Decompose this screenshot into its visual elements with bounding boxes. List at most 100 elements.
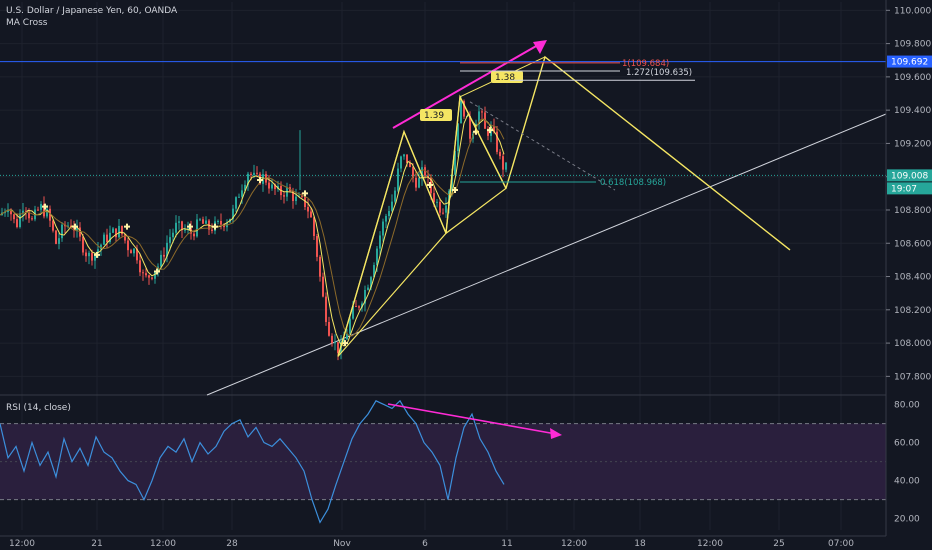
candle-body <box>220 220 222 225</box>
harmonic-pattern: 1.39 1.38 <box>337 40 791 357</box>
rsi-line <box>0 399 505 524</box>
fib-label-1: 1(109.684) <box>622 59 669 69</box>
rsi-tick-label: 60.00 <box>894 439 920 449</box>
candle-body <box>112 228 114 233</box>
pattern-zigzag <box>337 94 507 357</box>
candle-body <box>16 219 18 228</box>
candle-body <box>25 210 27 212</box>
candle-body <box>367 287 369 290</box>
candle-body <box>172 232 174 238</box>
symbol-title: U.S. Dollar / Japanese Yen, 60, OANDA <box>6 6 178 16</box>
candle-body <box>178 221 180 223</box>
candle-body <box>406 154 408 163</box>
candle-body <box>301 195 303 197</box>
ma-cross-marker <box>487 127 493 134</box>
time-tick-label: 12:00 <box>9 539 35 549</box>
candle-body <box>352 306 354 319</box>
candle-body <box>493 126 495 132</box>
support-trendline <box>206 113 887 396</box>
candle-body <box>496 131 498 152</box>
candle-body <box>109 232 111 243</box>
candle-body <box>79 227 81 237</box>
candle-body <box>55 230 57 244</box>
candle-body <box>118 225 120 238</box>
candle-body <box>415 177 417 188</box>
price-tick-label: 110.000 <box>894 6 931 16</box>
candle-body <box>427 175 429 178</box>
candle-body <box>337 342 339 354</box>
candle-body <box>478 111 480 124</box>
candle-body <box>28 211 30 219</box>
candle-body <box>94 252 96 261</box>
time-tick-label: Nov <box>333 539 351 549</box>
price-marker-box <box>887 169 932 182</box>
time-tick-label: 12:00 <box>697 539 723 549</box>
ma-cross-marker <box>212 223 218 230</box>
candle-body <box>487 128 489 136</box>
ma-cross-marker <box>452 187 458 194</box>
candle-body <box>322 276 324 297</box>
candle-body <box>217 220 219 222</box>
fib-label-1272: 1.272(109.635) <box>626 68 692 78</box>
candle-body <box>187 228 189 230</box>
candle-body <box>127 240 129 251</box>
time-tick-label: 25 <box>773 539 784 549</box>
candle-body <box>13 214 15 220</box>
candle-body <box>247 173 249 185</box>
ratio-label-bcd: 1.38 <box>495 73 515 83</box>
candle-body <box>373 265 375 278</box>
candle-body <box>394 190 396 202</box>
candle-body <box>37 209 39 211</box>
candle-body <box>244 184 246 191</box>
candle-body <box>409 162 411 168</box>
candle-body <box>412 167 414 178</box>
candle-body <box>151 277 153 279</box>
fast-ma-line <box>0 113 505 347</box>
price-tick-label: 108.200 <box>894 306 931 316</box>
candle-body <box>61 224 63 239</box>
bullish-arrow-head <box>533 40 547 54</box>
candle-body <box>88 252 90 257</box>
candle-body <box>292 191 294 202</box>
time-tick-label: 18 <box>634 539 646 549</box>
candle-body <box>397 168 399 191</box>
candle-body <box>10 210 12 215</box>
candle-body <box>391 201 393 212</box>
price-tick-label: 109.600 <box>894 73 931 83</box>
candle-body <box>4 212 6 214</box>
candle-body <box>241 190 243 197</box>
candle-body <box>145 273 147 276</box>
candle-body <box>346 333 348 340</box>
candle-body <box>307 207 309 212</box>
candle-body <box>31 218 33 220</box>
price-tick-label: 109.400 <box>894 106 931 116</box>
candle-body <box>349 318 351 334</box>
candle-body <box>319 256 321 277</box>
time-tick-label: 6 <box>422 539 428 549</box>
candle-body <box>418 178 420 188</box>
candle-body <box>19 213 21 228</box>
candle-body <box>154 272 156 279</box>
candle-body <box>313 217 315 236</box>
candle-body <box>403 154 405 157</box>
candle-body <box>193 233 195 237</box>
candle-body <box>160 254 162 267</box>
time-tick-label: 21 <box>91 539 102 549</box>
price-marker-box <box>887 182 932 195</box>
rsi-tick-label: 20.00 <box>894 515 920 525</box>
candle-body <box>82 236 84 253</box>
candle-body <box>175 222 177 233</box>
projection-path <box>505 55 791 251</box>
candle-body <box>454 151 456 175</box>
candle-body <box>439 201 441 213</box>
candle-body <box>253 172 255 175</box>
trendline <box>206 113 887 396</box>
price-tick-label: 108.000 <box>894 339 931 349</box>
candle-body <box>334 342 336 344</box>
indicator-label: MA Cross <box>6 18 48 28</box>
candle-body <box>148 275 150 278</box>
ma-cross-marker <box>154 268 160 275</box>
candle-body <box>166 242 168 257</box>
candle-body <box>232 208 234 219</box>
